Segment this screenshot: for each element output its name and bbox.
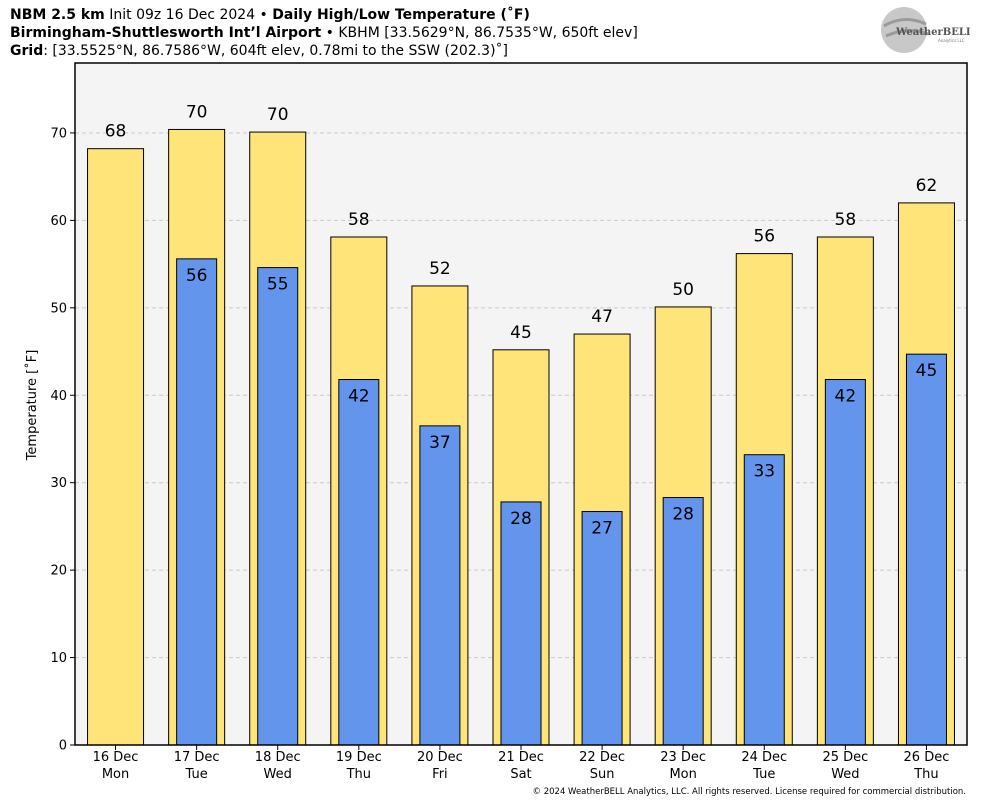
low-value-label: 33 xyxy=(753,462,775,482)
x-tick-date: 23 Dec xyxy=(660,750,706,765)
bars: 68 70 56 70 55 58 42 52 37 45 28 47 27 50 28 56 33 58 42 62… xyxy=(87,102,955,746)
x-tick-day: Tue xyxy=(752,767,775,782)
high-value-label: 70 xyxy=(267,105,289,125)
y-tick-label: 30 xyxy=(50,476,67,491)
high-value-label: 47 xyxy=(591,307,613,327)
x-tick-day: Sat xyxy=(510,767,531,782)
x-tick-day: Thu xyxy=(346,767,371,782)
x-tick-date: 24 Dec xyxy=(741,750,787,765)
x-tick-date: 16 Dec xyxy=(93,750,139,765)
low-bar xyxy=(662,497,704,746)
x-tick-date: 22 Dec xyxy=(579,750,625,765)
low-bar xyxy=(581,511,623,746)
x-tick-date: 17 Dec xyxy=(174,750,220,765)
init-time: Init 09z 16 Dec 2024 • xyxy=(104,7,273,23)
y-tick-label: 0 xyxy=(59,739,67,754)
high-value-label: 58 xyxy=(348,210,370,230)
x-tick-day: Sun xyxy=(590,767,615,782)
x-tick-day: Wed xyxy=(831,767,859,782)
header-line-2: Birmingham-Shuttlesworth Int’l Airport •… xyxy=(10,24,638,42)
high-value-label: 58 xyxy=(835,210,857,230)
low-value-label: 42 xyxy=(348,387,370,407)
high-value-label: 56 xyxy=(753,227,775,247)
y-axis-label: Temperature [˚F] xyxy=(24,350,40,462)
x-tick-date: 20 Dec xyxy=(417,750,463,765)
station-info: • KBHM [33.5629°N, 86.7535°W, 650ft elev… xyxy=(321,25,638,41)
logo-subtext: Analytics LLC xyxy=(938,38,965,43)
grid-info: : [33.5525°N, 86.7586°W, 604ft elev, 0.7… xyxy=(43,43,509,59)
low-value-label: 28 xyxy=(672,505,694,525)
high-value-label: 45 xyxy=(510,323,532,343)
low-bar xyxy=(905,353,947,746)
low-bar xyxy=(176,258,218,746)
high-value-label: 68 xyxy=(105,122,127,142)
model-name: NBM 2.5 km xyxy=(10,7,105,23)
high-value-label: 62 xyxy=(916,176,938,196)
y-tick-label: 50 xyxy=(50,301,67,316)
chart-header: NBM 2.5 km Init 09z 16 Dec 2024 • Daily … xyxy=(10,6,638,60)
x-tick-day: Wed xyxy=(264,767,292,782)
x-tick-day: Thu xyxy=(913,767,938,782)
low-value-label: 37 xyxy=(429,433,451,453)
high-bar xyxy=(87,148,145,746)
weatherbell-logo: WeatherBELL Analytics LLC xyxy=(881,7,970,53)
x-tick-day: Tue xyxy=(185,767,208,782)
x-tick-day: Mon xyxy=(669,767,696,782)
low-value-label: 55 xyxy=(267,275,289,295)
low-value-label: 28 xyxy=(510,509,532,529)
y-tick-label: 40 xyxy=(50,389,67,404)
x-tick-date: 26 Dec xyxy=(904,750,950,765)
low-bar xyxy=(500,501,542,746)
low-bar xyxy=(419,425,461,746)
low-bar xyxy=(824,379,866,746)
y-tick-label: 70 xyxy=(50,126,67,141)
x-tick-date: 21 Dec xyxy=(498,750,544,765)
y-tick-label: 20 xyxy=(50,564,67,579)
y-tick-label: 60 xyxy=(50,214,67,229)
x-tick-date: 18 Dec xyxy=(255,750,301,765)
copyright-notice: © 2024 WeatherBELL Analytics, LLC. All r… xyxy=(532,787,966,797)
logo-text: WeatherBELL xyxy=(895,27,970,38)
station-name: Birmingham-Shuttlesworth Int’l Airport xyxy=(10,25,322,41)
low-bar xyxy=(338,379,380,746)
header-line-1: NBM 2.5 km Init 09z 16 Dec 2024 • Daily … xyxy=(10,6,638,24)
x-tick-date: 25 Dec xyxy=(822,750,868,765)
x-axis: 16 Dec Mon 17 Dec Tue 18 Dec Wed 19 Dec Thu 20 D… xyxy=(93,745,950,782)
high-value-label: 70 xyxy=(186,102,208,122)
x-tick-day: Fri xyxy=(432,767,448,782)
low-value-label: 56 xyxy=(186,266,208,286)
product-name: Daily High/Low Temperature (˚F) xyxy=(272,7,530,23)
y-tick-label: 10 xyxy=(50,651,67,666)
grid-label: Grid xyxy=(10,43,44,59)
high-value-label: 50 xyxy=(672,280,694,300)
x-tick-day: Mon xyxy=(102,767,129,782)
header-line-3: Grid: [33.5525°N, 86.7586°W, 604ft elev,… xyxy=(10,42,638,60)
low-bar xyxy=(743,454,785,746)
x-tick-date: 19 Dec xyxy=(336,750,382,765)
low-value-label: 27 xyxy=(591,519,613,539)
y-axis: 0 10 20 30 40 50 60 70 xyxy=(50,126,75,754)
low-value-label: 45 xyxy=(916,361,938,381)
low-value-label: 42 xyxy=(835,387,857,407)
low-bar xyxy=(257,267,299,746)
high-value-label: 52 xyxy=(429,259,451,279)
